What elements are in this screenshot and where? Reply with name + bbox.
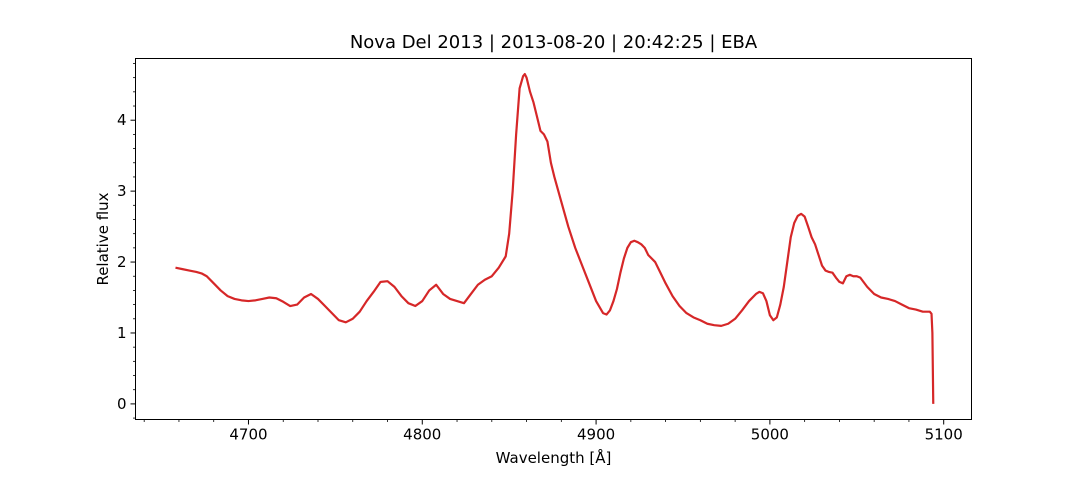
spectrum-line <box>175 73 935 404</box>
y-axis-label: Relative flux <box>94 192 112 285</box>
x-axis-ticks: 4700 4800 4900 5000 5100 <box>143 419 963 444</box>
plot-frame <box>135 58 972 420</box>
x-tick-label: 5000 <box>751 426 789 444</box>
x-tick-label: 4800 <box>403 426 441 444</box>
y-tick-label: 4 <box>117 111 127 129</box>
x-tick-label: 4900 <box>577 426 615 444</box>
y-tick-label: 3 <box>117 182 127 200</box>
y-tick-label: 0 <box>117 395 127 413</box>
y-axis-ticks: 0 1 2 3 4 <box>117 63 136 419</box>
chart-title: Nova Del 2013 | 2013-08-20 | 20:42:25 | … <box>350 32 758 53</box>
x-axis-label: Wavelength [Å] <box>496 448 612 467</box>
x-tick-label: 4700 <box>229 426 267 444</box>
y-tick-label: 1 <box>117 324 127 342</box>
y-tick-label: 2 <box>117 253 127 271</box>
x-tick-label: 5100 <box>925 426 963 444</box>
